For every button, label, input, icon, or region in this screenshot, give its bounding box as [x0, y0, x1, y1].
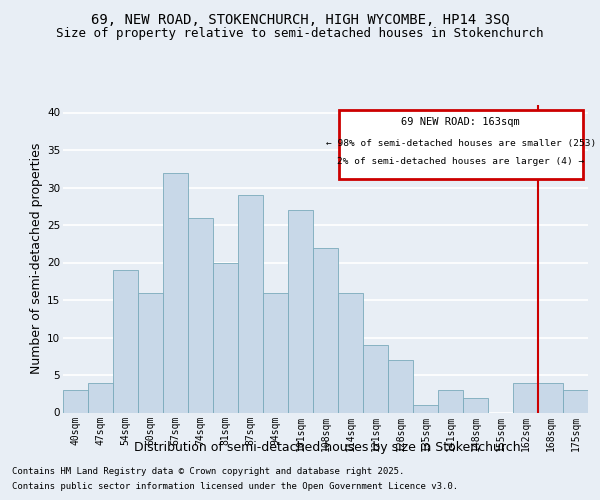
Bar	[563, 390, 588, 412]
Text: Size of property relative to semi-detached houses in Stokenchurch: Size of property relative to semi-detach…	[56, 28, 544, 40]
Text: Distribution of semi-detached houses by size in Stokenchurch: Distribution of semi-detached houses by …	[134, 441, 520, 454]
Bar	[213, 262, 238, 412]
Bar	[188, 218, 213, 412]
Bar	[538, 382, 563, 412]
Y-axis label: Number of semi-detached properties: Number of semi-detached properties	[30, 143, 43, 374]
FancyBboxPatch shape	[338, 110, 583, 179]
Bar	[138, 292, 163, 412]
Bar	[288, 210, 313, 412]
Bar	[413, 405, 438, 412]
Bar	[463, 398, 488, 412]
Bar	[238, 195, 263, 412]
Bar	[113, 270, 138, 412]
Bar	[388, 360, 413, 412]
Text: 69 NEW ROAD: 163sqm: 69 NEW ROAD: 163sqm	[401, 118, 520, 128]
Bar	[88, 382, 113, 412]
Bar	[438, 390, 463, 412]
Text: Contains public sector information licensed under the Open Government Licence v3: Contains public sector information licen…	[12, 482, 458, 491]
Text: 2% of semi-detached houses are larger (4) →: 2% of semi-detached houses are larger (4…	[337, 158, 584, 166]
Bar	[163, 172, 188, 412]
Bar	[513, 382, 538, 412]
Bar	[63, 390, 88, 412]
Text: ← 98% of semi-detached houses are smaller (253): ← 98% of semi-detached houses are smalle…	[326, 139, 596, 148]
Bar	[338, 292, 363, 412]
Text: 69, NEW ROAD, STOKENCHURCH, HIGH WYCOMBE, HP14 3SQ: 69, NEW ROAD, STOKENCHURCH, HIGH WYCOMBE…	[91, 12, 509, 26]
Text: Contains HM Land Registry data © Crown copyright and database right 2025.: Contains HM Land Registry data © Crown c…	[12, 467, 404, 476]
Bar	[313, 248, 338, 412]
Bar	[363, 345, 388, 412]
Bar	[263, 292, 288, 412]
